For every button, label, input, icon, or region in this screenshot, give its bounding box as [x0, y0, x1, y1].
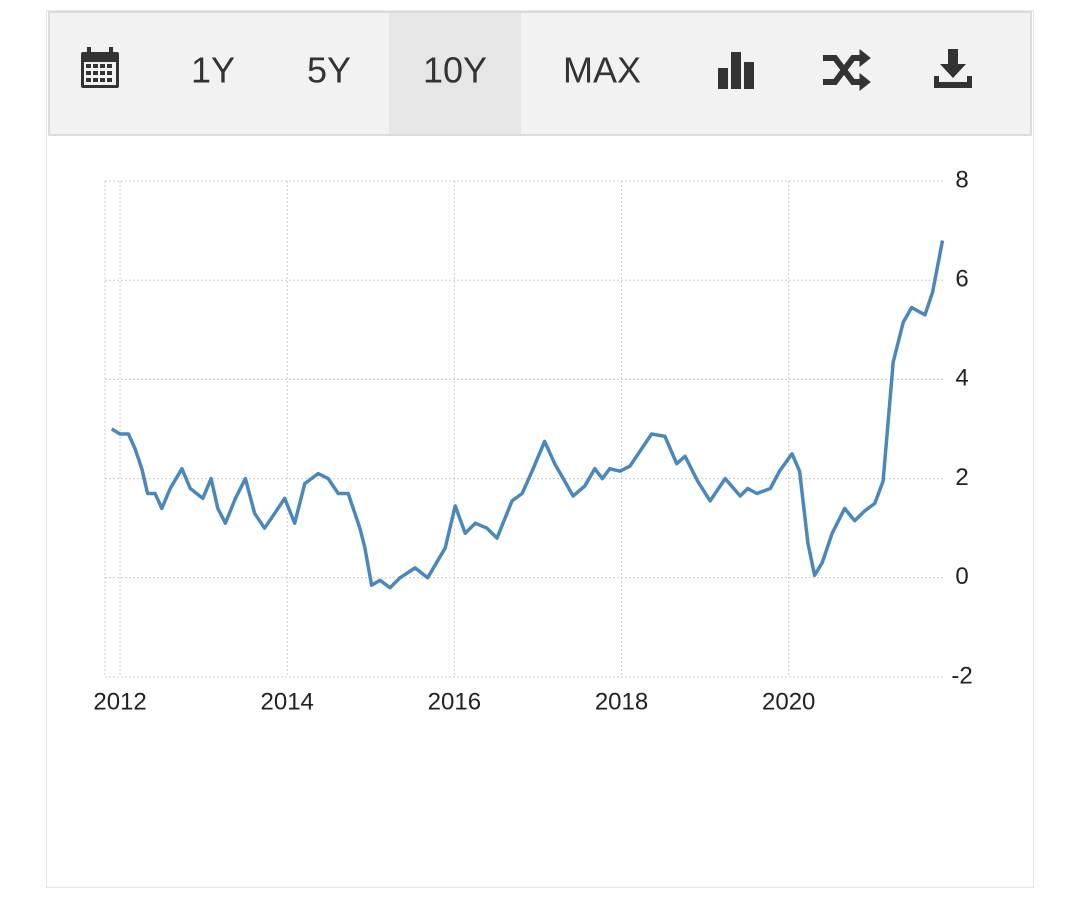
y-tick-label: 2 [955, 464, 968, 491]
y-tick-label: 8 [955, 166, 968, 193]
x-tick-label: 2020 [762, 688, 815, 715]
calendar-icon[interactable] [81, 47, 119, 88]
x-tick-label: 2012 [93, 688, 146, 715]
y-tick-label: -2 [951, 662, 972, 689]
x-tick-label: 2018 [595, 688, 648, 715]
compare-icon[interactable] [823, 48, 871, 92]
range-button[interactable]: 5Y [307, 50, 351, 91]
y-tick-label: 0 [955, 563, 968, 590]
y-tick-label: 4 [955, 365, 968, 392]
range-button[interactable]: 10Y [423, 50, 487, 91]
active-button-bg [389, 13, 521, 134]
y-tick-label: 6 [955, 266, 968, 293]
x-tick-label: 2016 [428, 688, 481, 715]
download-icon[interactable] [934, 49, 972, 88]
data-line [110, 240, 945, 590]
range-button[interactable]: 1Y [191, 50, 235, 91]
range-button[interactable]: MAX [563, 50, 641, 91]
chart-type-icon[interactable] [718, 52, 754, 89]
x-tick-label: 2014 [261, 688, 314, 715]
toolbar [48, 11, 1032, 136]
